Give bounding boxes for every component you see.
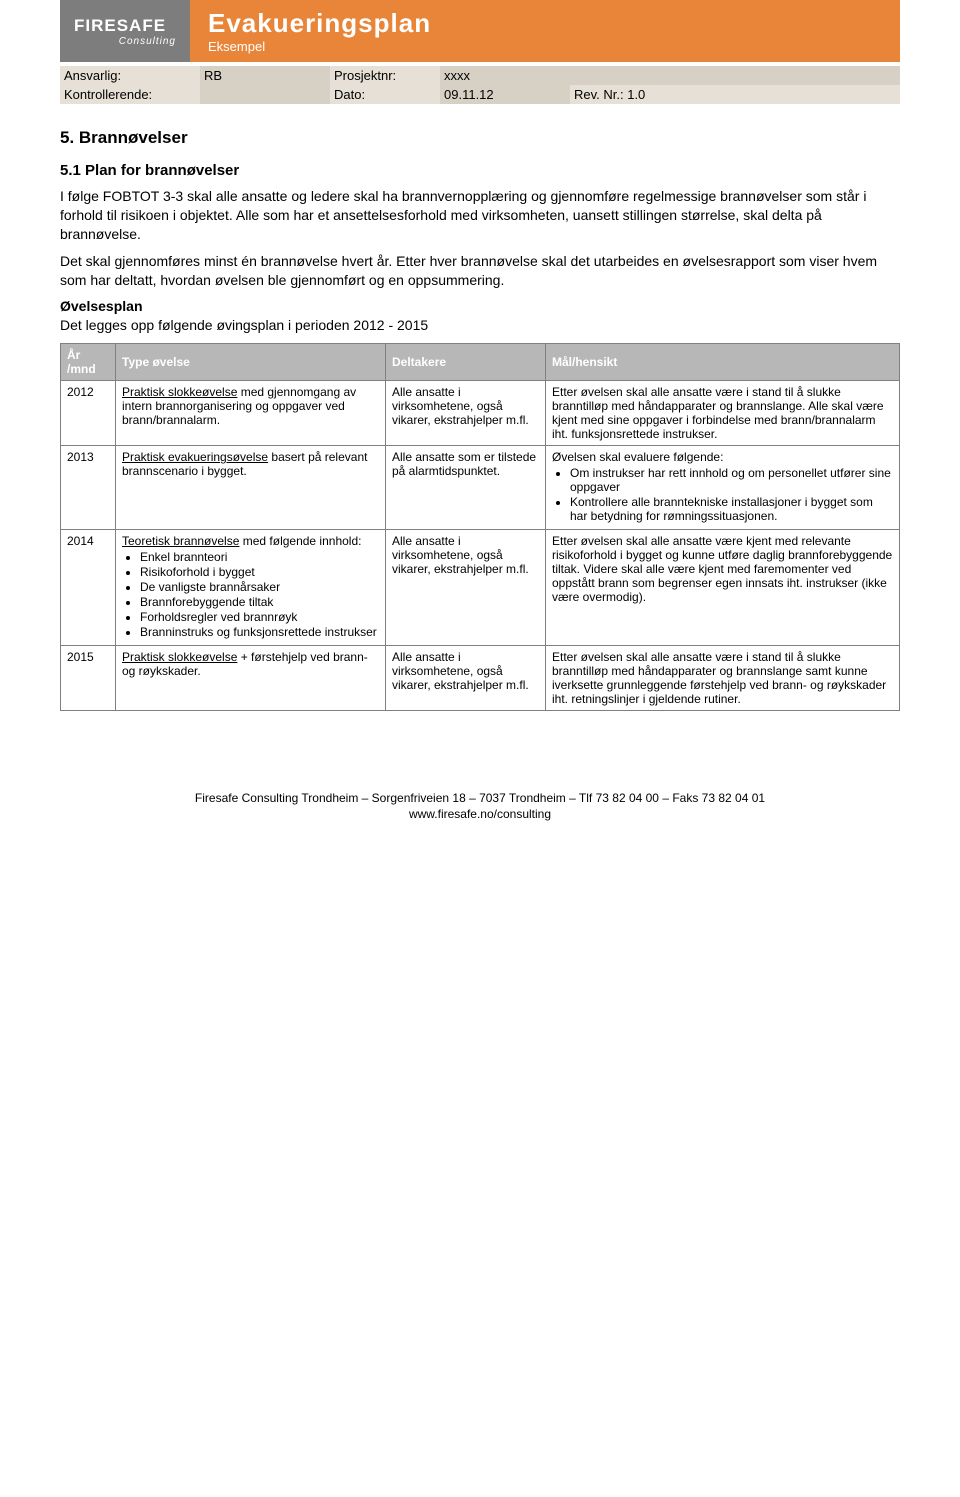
goal-item: Kontrollere alle branntekniske installas… <box>570 495 893 523</box>
table-row: 2012 Praktisk slokkeøvelse med gjennomga… <box>61 381 900 446</box>
meta-value-dato: 09.11.12 <box>440 85 570 104</box>
logo-main-text: FIRESAFE <box>74 16 176 36</box>
type-item: Enkel brannteori <box>140 550 379 564</box>
cell-participants: Alle ansatte i virksomhetene, også vikar… <box>386 381 546 446</box>
meta-value-kontrollerende <box>200 85 330 104</box>
meta-label-prosjektnr: Prosjektnr: <box>330 66 440 85</box>
goal-intro: Øvelsen skal evaluere følgende: <box>552 450 723 464</box>
th-participants: Deltakere <box>386 344 546 381</box>
section-5-title: 5. Brannøvelser <box>60 128 900 148</box>
cell-year: 2015 <box>61 646 116 711</box>
meta-label-dato: Dato: <box>330 85 440 104</box>
cell-type: Praktisk evakueringsøvelse basert på rel… <box>116 446 386 530</box>
plan-heading-block: Øvelsesplan Det legges opp følgende øvin… <box>60 297 900 335</box>
footer-line1: Firesafe Consulting Trondheim – Sorgenfr… <box>195 791 765 805</box>
brand-logo: FIRESAFE Consulting <box>60 0 190 62</box>
th-goal: Mål/hensikt <box>546 344 900 381</box>
title-bar: Evakueringsplan Eksempel <box>190 0 900 62</box>
meta-label-rev: Rev. Nr.: 1.0 <box>570 85 900 104</box>
th-year: År /mnd <box>61 344 116 381</box>
document-title: Evakueringsplan <box>208 8 882 39</box>
section-5-1-title: 5.1 Plan for brannøvelser <box>60 162 900 179</box>
meta-blank1 <box>570 66 900 85</box>
type-underlined: Praktisk slokkeøvelse <box>122 385 237 399</box>
cell-goal: Etter øvelsen skal alle ansatte være kje… <box>546 530 900 646</box>
type-underlined: Teoretisk brannøvelse <box>122 534 239 548</box>
table-row: 2014 Teoretisk brannøvelse med følgende … <box>61 530 900 646</box>
plan-table: År /mnd Type øvelse Deltakere Mål/hensik… <box>60 343 900 711</box>
meta-value-ansvarlig: RB <box>200 66 330 85</box>
paragraph-2: Det skal gjennomføres minst én brannøvel… <box>60 252 900 290</box>
cell-goal: Øvelsen skal evaluere følgende: Om instr… <box>546 446 900 530</box>
document-header: FIRESAFE Consulting Evakueringsplan Ekse… <box>60 0 900 62</box>
cell-type: Teoretisk brannøvelse med følgende innho… <box>116 530 386 646</box>
meta-label-kontrollerende: Kontrollerende: <box>60 85 200 104</box>
type-item: Risikoforhold i bygget <box>140 565 379 579</box>
plan-heading: Øvelsesplan <box>60 298 143 314</box>
type-item: De vanligste brannårsaker <box>140 580 379 594</box>
cell-year: 2013 <box>61 446 116 530</box>
cell-participants: Alle ansatte i virksomhetene, også vikar… <box>386 530 546 646</box>
meta-value-prosjektnr: xxxx <box>440 66 570 85</box>
cell-year: 2012 <box>61 381 116 446</box>
type-item: Brannforebyggende tiltak <box>140 595 379 609</box>
cell-participants: Alle ansatte som er tilstede på alarmtid… <box>386 446 546 530</box>
paragraph-1: I følge FOBTOT 3-3 skal alle ansatte og … <box>60 187 900 244</box>
type-item: Forholdsregler ved brannrøyk <box>140 610 379 624</box>
page-footer: Firesafe Consulting Trondheim – Sorgenfr… <box>60 791 900 822</box>
cell-goal: Etter øvelsen skal alle ansatte være i s… <box>546 646 900 711</box>
document-subtitle: Eksempel <box>208 39 882 54</box>
type-underlined: Praktisk slokkeøvelse <box>122 650 237 664</box>
type-rest: med følgende innhold: <box>239 534 361 548</box>
goal-item: Om instrukser har rett innhold og om per… <box>570 466 893 494</box>
cell-type: Praktisk slokkeøvelse + førstehjelp ved … <box>116 646 386 711</box>
type-item: Branninstruks og funksjonsrettede instru… <box>140 625 379 639</box>
footer-line2: www.firesafe.no/consulting <box>409 807 551 821</box>
table-row: 2015 Praktisk slokkeøvelse + førstehjelp… <box>61 646 900 711</box>
meta-label-ansvarlig: Ansvarlig: <box>60 66 200 85</box>
meta-table: Ansvarlig: RB Prosjektnr: xxxx Kontrolle… <box>60 66 900 104</box>
type-underlined: Praktisk evakueringsøvelse <box>122 450 268 464</box>
table-row: 2013 Praktisk evakueringsøvelse basert p… <box>61 446 900 530</box>
logo-sub-text: Consulting <box>74 36 176 47</box>
plan-intro: Det legges opp følgende øvingsplan i per… <box>60 317 428 333</box>
cell-participants: Alle ansatte i virksomhetene, også vikar… <box>386 646 546 711</box>
cell-goal: Etter øvelsen skal alle ansatte være i s… <box>546 381 900 446</box>
cell-type: Praktisk slokkeøvelse med gjennomgang av… <box>116 381 386 446</box>
cell-year: 2014 <box>61 530 116 646</box>
th-type: Type øvelse <box>116 344 386 381</box>
